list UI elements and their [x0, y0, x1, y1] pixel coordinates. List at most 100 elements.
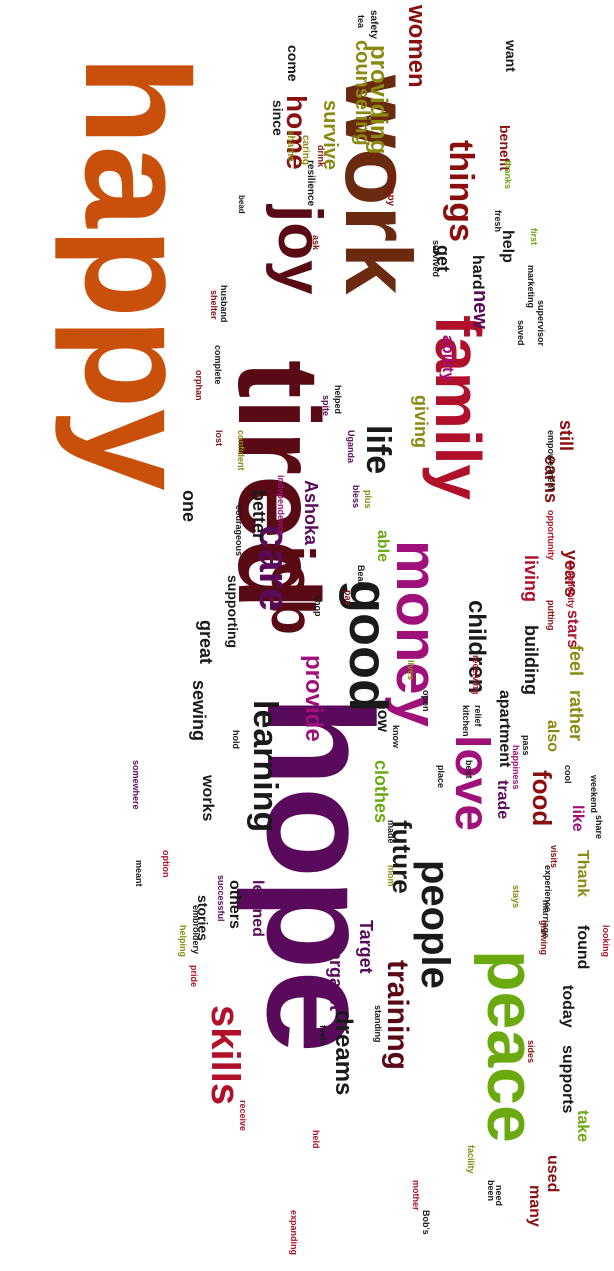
- cloud-word: ask: [311, 235, 321, 251]
- cloud-word: cool: [563, 765, 573, 784]
- cloud-word: rather: [566, 690, 586, 742]
- cloud-word: bead: [237, 195, 246, 214]
- cloud-word: counseling: [351, 40, 373, 146]
- cloud-word: open: [421, 690, 431, 712]
- cloud-word: helped: [333, 385, 343, 415]
- cloud-word: living: [521, 555, 541, 603]
- cloud-word: women: [403, 5, 430, 88]
- cloud-word: learning: [246, 700, 284, 833]
- cloud-word: successful: [216, 875, 226, 922]
- cloud-word: somewhere: [131, 760, 141, 810]
- cloud-word: standing: [373, 1005, 383, 1043]
- cloud-word: new: [469, 290, 491, 329]
- cloud-word: people: [413, 860, 457, 989]
- cloud-word: thanks: [503, 160, 513, 190]
- cloud-word: skills: [203, 1005, 247, 1106]
- cloud-word: growing: [539, 920, 549, 955]
- cloud-word: today: [559, 985, 576, 1028]
- cloud-word: building: [521, 625, 541, 695]
- cloud-word: works: [199, 775, 216, 822]
- cloud-word: hard: [469, 255, 486, 290]
- cloud-word: option: [161, 850, 171, 878]
- cloud-word: learned: [249, 880, 266, 937]
- cloud-word: shelter: [209, 290, 219, 320]
- cloud-word: found: [574, 925, 591, 970]
- cloud-word: training: [381, 960, 414, 1070]
- cloud-word: empowerment: [546, 430, 556, 492]
- cloud-word: Target: [356, 920, 376, 974]
- cloud-word: survived: [431, 240, 441, 278]
- cloud-word: supervisor: [536, 300, 546, 347]
- cloud-word: Bob's: [421, 1210, 431, 1235]
- cloud-word: others: [226, 880, 243, 929]
- cloud-word: life: [359, 425, 397, 475]
- cloud-word: expanding: [289, 1210, 299, 1256]
- cloud-word: plus: [363, 490, 373, 509]
- cloud-word: weekend: [589, 775, 599, 814]
- cloud-word: trade: [494, 780, 511, 820]
- cloud-word: pass: [521, 735, 531, 756]
- cloud-word: held: [311, 1130, 321, 1149]
- cloud-word: happy: [54, 55, 219, 491]
- cloud-word: Uganda: [346, 430, 356, 464]
- cloud-word: love: [445, 735, 498, 832]
- cloud-word: therapy: [385, 170, 396, 207]
- cloud-word: relief: [473, 705, 483, 727]
- cloud-word: now: [374, 700, 391, 732]
- cloud-word: saved: [516, 320, 526, 346]
- cloud-word: courageous: [234, 505, 244, 557]
- cloud-word: husband: [219, 285, 229, 323]
- cloud-word: embroidery: [191, 905, 201, 955]
- cloud-word: marketing: [526, 265, 536, 309]
- cloud-word: hold: [231, 730, 241, 749]
- cloud-word: lost: [214, 430, 224, 447]
- cloud-word: clothes: [371, 760, 391, 824]
- cloud-word: looking: [601, 925, 611, 957]
- cloud-word: happiness: [511, 745, 521, 790]
- cloud-word: sewing: [189, 680, 209, 742]
- cloud-word: pride: [189, 965, 199, 988]
- cloud-word: complete: [213, 345, 223, 385]
- cloud-word: also: [544, 720, 561, 753]
- cloud-word: giving: [411, 395, 431, 448]
- cloud-word: dreams: [330, 1010, 357, 1096]
- cloud-word: confident: [236, 430, 246, 471]
- cloud-word: safety: [368, 10, 379, 39]
- cloud-word: receiving: [471, 655, 481, 695]
- cloud-word: family: [422, 315, 494, 500]
- cloud-word: orphan: [194, 370, 204, 401]
- cloud-word: independence: [276, 475, 286, 536]
- cloud-word: many: [526, 1185, 543, 1227]
- cloud-word: facility: [466, 1145, 476, 1174]
- cloud-word: receive: [238, 1100, 248, 1132]
- cloud-word: share: [594, 815, 604, 840]
- cloud-word: made: [386, 820, 396, 844]
- cloud-word: stars: [564, 610, 581, 649]
- cloud-word: best: [464, 760, 474, 779]
- cloud-word: still: [556, 420, 576, 452]
- cloud-word: putting: [546, 600, 556, 631]
- cloud-word: bless: [351, 485, 361, 509]
- cloud-word: first: [529, 228, 539, 246]
- cloud-word: place: [436, 765, 446, 789]
- cloud-word: need: [494, 1185, 504, 1207]
- cloud-word: lives: [406, 660, 416, 681]
- cloud-word: community: [566, 560, 576, 609]
- cloud-word: one: [179, 490, 199, 523]
- cloud-word: things: [442, 140, 480, 242]
- cloud-word: shop: [313, 595, 323, 617]
- cloud-word: feel: [566, 645, 586, 677]
- cloud-word: want: [503, 40, 519, 72]
- cloud-word: Ashoka: [301, 480, 321, 546]
- cloud-word: mother: [411, 1180, 421, 1211]
- cloud-word: come: [285, 45, 301, 82]
- cloud-word: supporting: [225, 575, 241, 649]
- cloud-word: opportunity: [546, 510, 556, 560]
- cloud-word: mom: [386, 865, 396, 887]
- cloud-word: since: [270, 100, 286, 136]
- cloud-word: like: [569, 805, 586, 832]
- cloud-word: sides: [526, 1040, 536, 1064]
- cloud-word: know: [391, 725, 401, 749]
- cloud-word: fresh: [493, 210, 503, 233]
